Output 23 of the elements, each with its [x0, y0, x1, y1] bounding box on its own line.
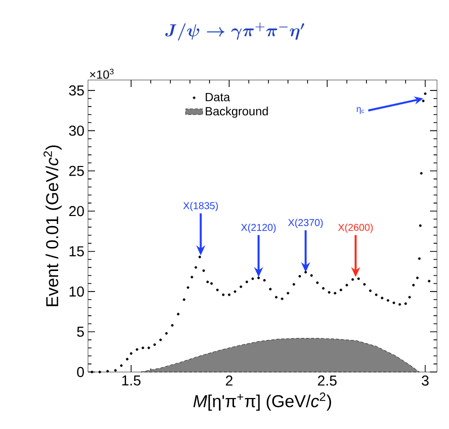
y-tick-label: 15 [70, 246, 84, 256]
chart-title: $J/\psi \to \gamma\pi^{+}\pi^{-}\eta'$ [165, 22, 304, 41]
y-tick-label: 35 [69, 85, 84, 96]
y-tick-label: 5 [77, 326, 84, 337]
y-axis-title: Event / 0.01 (GeV/c$^{2}$) [44, 146, 62, 306]
annotation: η$_{c}$ [356, 107, 364, 114]
y-tick-label: 20 [69, 206, 84, 216]
x-tick-label: 1.5 [122, 376, 141, 386]
x-tick-label: 3 [422, 376, 429, 386]
y-tick-label: 0 [77, 366, 84, 378]
x-tick-label: 2 [226, 376, 232, 386]
y-tick-label: 10 [70, 286, 84, 297]
annotation: X(2370) [288, 218, 323, 228]
x-tick-label: 2.5 [318, 376, 337, 386]
legend-label: Background [206, 106, 268, 118]
annotation: X(1835) [183, 202, 218, 212]
y-tick-label: 30 [69, 126, 84, 136]
legend-label: Data [206, 92, 230, 102]
x-axis-title: M[η'π$^{+}$π] (GeV/c$^{2}$) [193, 392, 332, 411]
text: ×10$^{3}$ [90, 68, 114, 79]
annotation: X(2600) [338, 224, 373, 233]
annotation: X(2120) [241, 224, 276, 233]
y-tick-label: 25 [69, 166, 84, 176]
